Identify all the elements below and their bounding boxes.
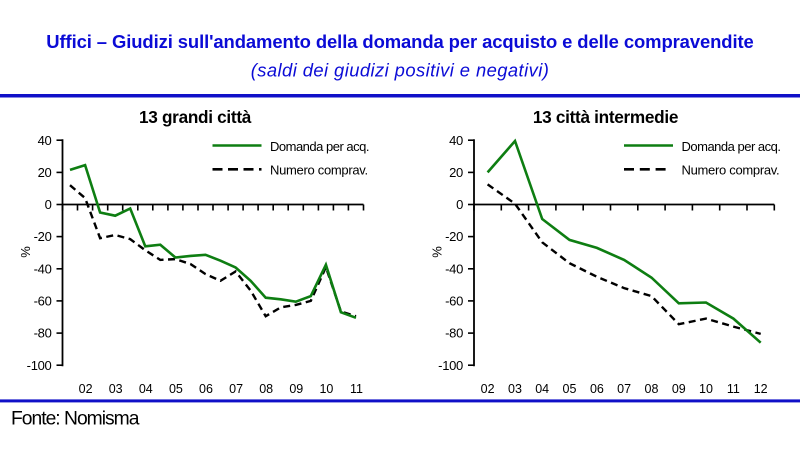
svg-text:Numero comprav.: Numero comprav. xyxy=(270,163,368,178)
svg-text:05: 05 xyxy=(563,382,577,396)
svg-text:-80: -80 xyxy=(445,326,463,341)
svg-text:-60: -60 xyxy=(34,294,52,309)
svg-text:04: 04 xyxy=(139,382,153,396)
svg-text:08: 08 xyxy=(259,382,273,396)
svg-text:0: 0 xyxy=(45,197,52,212)
svg-text:09: 09 xyxy=(672,382,686,396)
svg-text:Fonte: Nomisma: Fonte: Nomisma xyxy=(11,409,140,430)
svg-text:07: 07 xyxy=(617,382,631,396)
svg-text:20: 20 xyxy=(38,165,52,180)
svg-text:02: 02 xyxy=(79,382,93,396)
svg-text:Numero comprav.: Numero comprav. xyxy=(682,163,780,178)
svg-text:09: 09 xyxy=(289,382,303,396)
svg-text:Domanda per acq.: Domanda per acq. xyxy=(270,139,369,154)
svg-text:Uffici – Giudizi sull'andament: Uffici – Giudizi sull'andamento della do… xyxy=(46,31,753,52)
svg-text:-20: -20 xyxy=(445,229,463,244)
svg-text:10: 10 xyxy=(319,382,333,396)
svg-text:03: 03 xyxy=(508,382,522,396)
svg-text:07: 07 xyxy=(229,382,243,396)
svg-text:05: 05 xyxy=(169,382,183,396)
svg-text:06: 06 xyxy=(590,382,604,396)
svg-text:02: 02 xyxy=(481,382,495,396)
svg-text:%: % xyxy=(18,246,33,258)
svg-text:20: 20 xyxy=(449,165,463,180)
svg-text:06: 06 xyxy=(199,382,213,396)
svg-text:11: 11 xyxy=(350,382,363,396)
svg-text:(saldi dei giudizi positivi e: (saldi dei giudizi positivi e negativi) xyxy=(251,60,550,81)
svg-text:12: 12 xyxy=(754,382,768,396)
svg-text:-20: -20 xyxy=(34,229,52,244)
svg-text:08: 08 xyxy=(645,382,659,396)
svg-text:40: 40 xyxy=(449,133,463,148)
svg-text:13 grandi città: 13 grandi città xyxy=(139,107,252,127)
svg-text:-80: -80 xyxy=(34,326,52,341)
svg-text:10: 10 xyxy=(699,382,713,396)
svg-text:Domanda per acq.: Domanda per acq. xyxy=(682,139,781,154)
svg-text:03: 03 xyxy=(109,382,123,396)
svg-text:-40: -40 xyxy=(445,261,463,276)
svg-text:-60: -60 xyxy=(445,294,463,309)
svg-text:04: 04 xyxy=(535,382,549,396)
svg-text:0: 0 xyxy=(456,197,463,212)
svg-text:-100: -100 xyxy=(438,358,463,373)
svg-text:-100: -100 xyxy=(27,358,52,373)
svg-text:%: % xyxy=(430,246,445,258)
svg-text:13 città intermedie: 13 città intermedie xyxy=(533,107,678,127)
svg-text:40: 40 xyxy=(38,133,52,148)
svg-text:11: 11 xyxy=(727,382,740,396)
svg-text:-40: -40 xyxy=(34,261,52,276)
